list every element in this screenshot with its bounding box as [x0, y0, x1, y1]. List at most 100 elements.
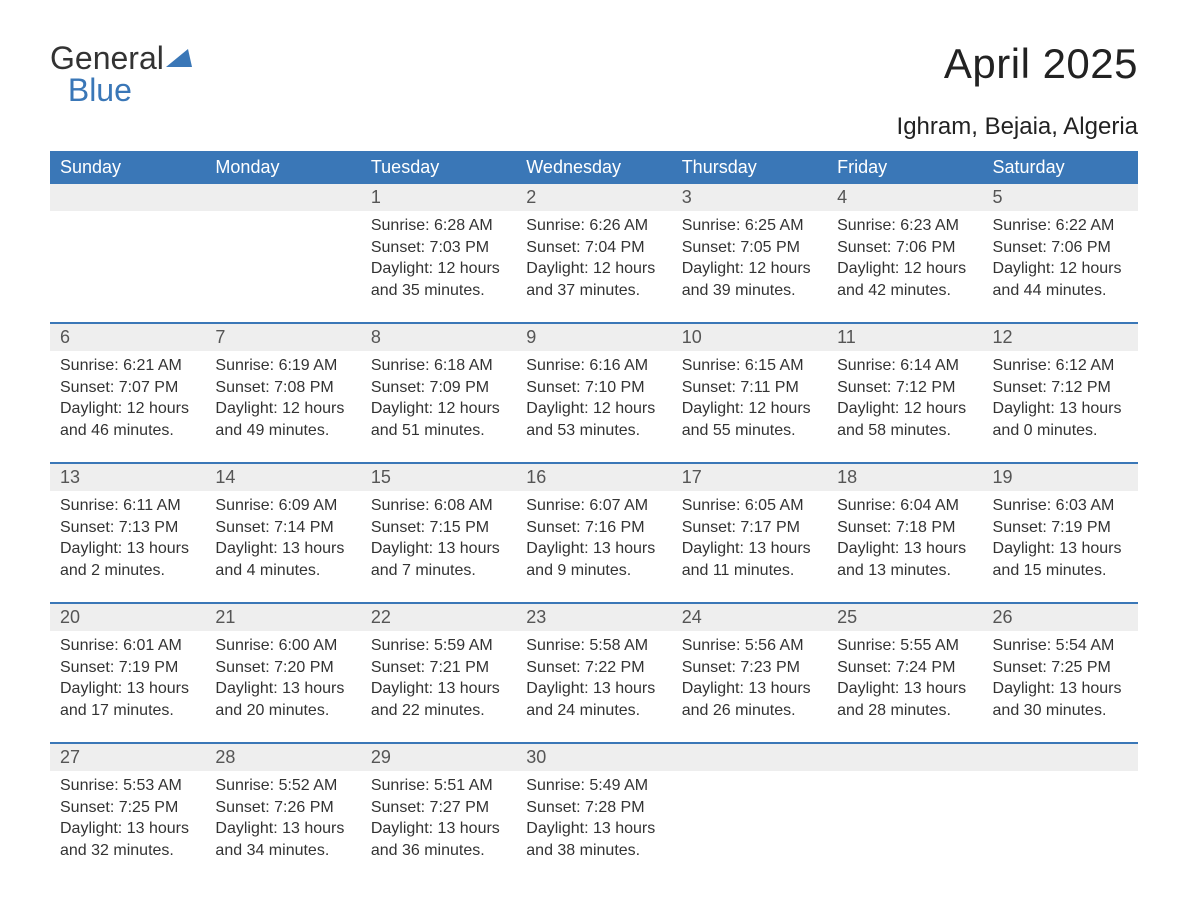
week-content-row: Sunrise: 5:53 AMSunset: 7:25 PMDaylight:…	[50, 771, 1138, 883]
sunset-text: Sunset: 7:22 PM	[526, 657, 661, 679]
sunset-text: Sunset: 7:03 PM	[371, 237, 506, 259]
sunset-text: Sunset: 7:23 PM	[682, 657, 817, 679]
day-content-cell: Sunrise: 6:14 AMSunset: 7:12 PMDaylight:…	[827, 351, 982, 463]
daylight-text: and 28 minutes.	[837, 700, 972, 722]
week-daynum-row: 20212223242526	[50, 603, 1138, 631]
sunrise-text: Sunrise: 6:00 AM	[215, 635, 350, 657]
day-number: 1	[371, 187, 381, 207]
daylight-text: and 7 minutes.	[371, 560, 506, 582]
daylight-text: Daylight: 13 hours	[837, 538, 972, 560]
day-content-cell: Sunrise: 5:49 AMSunset: 7:28 PMDaylight:…	[516, 771, 671, 883]
day-number: 30	[526, 747, 546, 767]
daylight-text: Daylight: 13 hours	[526, 818, 661, 840]
day-number-cell: 6	[50, 323, 205, 351]
day-number-cell: 14	[205, 463, 360, 491]
sunrise-text: Sunrise: 6:14 AM	[837, 355, 972, 377]
sunrise-text: Sunrise: 6:09 AM	[215, 495, 350, 517]
day-content-cell: Sunrise: 6:12 AMSunset: 7:12 PMDaylight:…	[983, 351, 1138, 463]
daylight-text: Daylight: 13 hours	[993, 678, 1128, 700]
sunset-text: Sunset: 7:21 PM	[371, 657, 506, 679]
daylight-text: Daylight: 12 hours	[682, 258, 817, 280]
daylight-text: and 51 minutes.	[371, 420, 506, 442]
day-number-cell: 4	[827, 184, 982, 211]
daylight-text: Daylight: 12 hours	[60, 398, 195, 420]
sunrise-text: Sunrise: 5:59 AM	[371, 635, 506, 657]
day-content-cell: Sunrise: 6:16 AMSunset: 7:10 PMDaylight:…	[516, 351, 671, 463]
sunrise-text: Sunrise: 5:49 AM	[526, 775, 661, 797]
day-number: 21	[215, 607, 235, 627]
brand-word2: Blue	[68, 72, 132, 109]
sunrise-text: Sunrise: 6:23 AM	[837, 215, 972, 237]
daylight-text: Daylight: 12 hours	[526, 398, 661, 420]
day-number-cell: 24	[672, 603, 827, 631]
empty-day-cell	[205, 211, 360, 323]
week-content-row: Sunrise: 6:01 AMSunset: 7:19 PM Daylight:…	[50, 631, 1138, 743]
daylight-text: Daylight: 13 hours	[371, 538, 506, 560]
empty-day-cell	[983, 771, 1138, 883]
daylight-text: Daylight: 13 hours	[60, 818, 195, 840]
day-number: 29	[371, 747, 391, 767]
week-content-row: Sunrise: 6:21 AMSunset: 7:07 PMDaylight:…	[50, 351, 1138, 463]
day-content-cell: Sunrise: 6:01 AMSunset: 7:19 PMDaylight:…	[50, 631, 205, 743]
daylight-text: Daylight: 13 hours	[215, 538, 350, 560]
day-number-cell: 16	[516, 463, 671, 491]
day-number-cell: 18	[827, 463, 982, 491]
sunrise-text: Sunrise: 6:01 AM	[60, 635, 195, 657]
daylight-text: Daylight: 12 hours	[682, 398, 817, 420]
sunset-text: Sunset: 7:09 PM	[371, 377, 506, 399]
daylight-text: Daylight: 13 hours	[682, 538, 817, 560]
day-content-cell: Sunrise: 5:52 AMSunset: 7:26 PMDaylight:…	[205, 771, 360, 883]
day-number-cell: 9	[516, 323, 671, 351]
weekday-header: Saturday	[983, 151, 1138, 184]
sunset-text: Sunset: 7:15 PM	[371, 517, 506, 539]
sunset-text: Sunset: 7:28 PM	[526, 797, 661, 819]
day-number-cell: 26	[983, 603, 1138, 631]
daylight-text: Daylight: 13 hours	[993, 398, 1128, 420]
daylight-text: and 17 minutes.	[60, 700, 195, 722]
day-content-cell: Sunrise: 6:11 AMSunset: 7:13 PMDaylight:…	[50, 491, 205, 603]
daylight-text: and 26 minutes.	[682, 700, 817, 722]
sunset-text: Sunset: 7:19 PM	[60, 657, 195, 679]
day-number-cell: 29	[361, 743, 516, 771]
day-number-cell: 1	[361, 184, 516, 211]
empty-day-cell	[672, 743, 827, 771]
sunset-text: Sunset: 7:10 PM	[526, 377, 661, 399]
sunrise-text: Sunrise: 6:04 AM	[837, 495, 972, 517]
day-number: 13	[60, 467, 80, 487]
daylight-text: Daylight: 12 hours	[371, 398, 506, 420]
empty-day-cell	[983, 743, 1138, 771]
week-daynum-row: 6789101112	[50, 323, 1138, 351]
day-content-cell: Sunrise: 6:09 AMSunset: 7:14 PMDaylight:…	[205, 491, 360, 603]
day-number: 7	[215, 327, 225, 347]
empty-day-cell	[205, 184, 360, 211]
day-number-cell: 15	[361, 463, 516, 491]
day-number-cell: 28	[205, 743, 360, 771]
day-content-cell: Sunrise: 6:21 AMSunset: 7:07 PMDaylight:…	[50, 351, 205, 463]
day-content-cell: Sunrise: 6:19 AMSunset: 7:08 PMDaylight:…	[205, 351, 360, 463]
day-number: 27	[60, 747, 80, 767]
daylight-text: Daylight: 13 hours	[215, 678, 350, 700]
day-content-cell: Sunrise: 6:28 AMSunset: 7:03 PMDaylight:…	[361, 211, 516, 323]
sunset-text: Sunset: 7:27 PM	[371, 797, 506, 819]
sunrise-text: Sunrise: 5:56 AM	[682, 635, 817, 657]
brand-sail-icon	[166, 49, 192, 69]
daylight-text: and 39 minutes.	[682, 280, 817, 302]
calendar-table: SundayMondayTuesdayWednesdayThursdayFrid…	[50, 151, 1138, 883]
day-content-cell: Sunrise: 6:26 AMSunset: 7:04 PMDaylight:…	[516, 211, 671, 323]
day-number-cell: 27	[50, 743, 205, 771]
daylight-text: Daylight: 12 hours	[526, 258, 661, 280]
daylight-text: Daylight: 12 hours	[993, 258, 1128, 280]
day-content-cell: Sunrise: 6:23 AMSunset: 7:06 PMDaylight:…	[827, 211, 982, 323]
sunrise-text: Sunrise: 6:03 AM	[993, 495, 1128, 517]
day-number: 20	[60, 607, 80, 627]
week-content-row: Sunrise: 6:11 AMSunset: 7:13 PMDaylight:…	[50, 491, 1138, 603]
daylight-text: Daylight: 13 hours	[60, 538, 195, 560]
daylight-text: and 2 minutes.	[60, 560, 195, 582]
daylight-text: and 15 minutes.	[993, 560, 1128, 582]
weekday-header: Wednesday	[516, 151, 671, 184]
daylight-text: and 49 minutes.	[215, 420, 350, 442]
day-content-cell: Sunrise: 5:58 AMSunset: 7:22 PMDaylight:…	[516, 631, 671, 743]
day-number: 17	[682, 467, 702, 487]
day-number-cell: 12	[983, 323, 1138, 351]
day-number: 19	[993, 467, 1013, 487]
